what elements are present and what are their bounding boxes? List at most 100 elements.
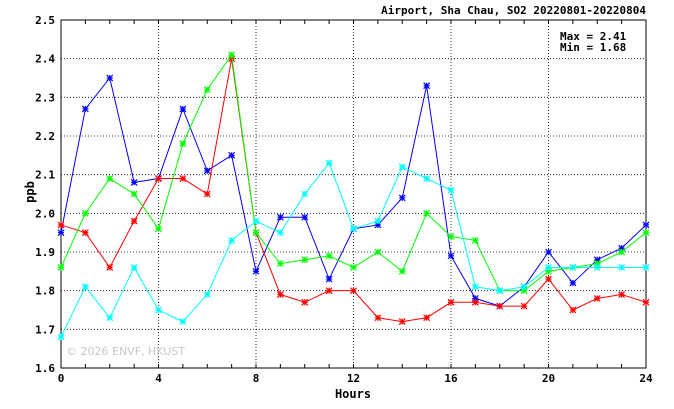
series-2-point (423, 314, 431, 322)
series-3-point (203, 86, 211, 94)
series-1-point (252, 267, 260, 275)
series-4-point (179, 318, 187, 326)
chart-title: Airport, Sha Chau, SO2 20220801-20220804 (381, 4, 646, 17)
y-tick-label: 1.8 (35, 285, 55, 298)
series-2-point (618, 291, 626, 298)
series-3-point (423, 209, 431, 217)
x-tick-label: 20 (542, 372, 555, 385)
y-tick-label: 2.5 (35, 14, 55, 27)
series-1-point (130, 178, 138, 186)
series-2-point (447, 298, 455, 306)
y-tick-label: 1.6 (35, 362, 55, 375)
y-tick-label: 2.2 (35, 130, 55, 143)
series-1-point (545, 248, 552, 256)
series-3-point (325, 252, 333, 260)
series-2-point (276, 291, 284, 298)
series-1-point (325, 275, 333, 283)
series-line-3 (60, 53, 647, 292)
series-4-point (276, 229, 284, 237)
y-axis-label: ppb (23, 181, 37, 203)
series-4-point (155, 306, 162, 314)
series-4-point (471, 283, 479, 291)
x-tick-label: 0 (58, 372, 65, 385)
series-2-point (179, 175, 187, 182)
series-2-point (81, 229, 89, 237)
series-line-4 (60, 162, 646, 338)
series-4-point (203, 291, 211, 298)
series-3-point (179, 140, 187, 148)
series-4-point (350, 225, 357, 233)
y-tick-label: 2.1 (35, 169, 55, 182)
series-4-point (423, 175, 431, 182)
series-4-point (325, 159, 333, 167)
series-3-point (374, 248, 382, 256)
x-tick-label: 8 (253, 372, 260, 385)
series-4-point (130, 264, 138, 271)
series-1-point (81, 105, 89, 113)
series-2-point (569, 306, 577, 314)
y-tick-label: 1.9 (35, 246, 55, 259)
series-2-point (325, 287, 333, 295)
grid-lines (61, 20, 646, 368)
series-3-point (81, 209, 89, 217)
series-3-point (276, 260, 284, 268)
series-2-point (57, 221, 65, 229)
series-4-point (301, 190, 309, 198)
y-tick-label: 2.0 (35, 207, 55, 220)
series-4-point (81, 283, 89, 291)
min-label: Min = 1.68 (560, 41, 626, 54)
series-line-1 (60, 76, 647, 307)
series-4-point (618, 264, 626, 271)
series-4-point (593, 264, 601, 271)
series-3-point (252, 229, 260, 237)
series-2-point (374, 314, 382, 322)
series-3-point (57, 264, 65, 271)
series-1-point (301, 213, 309, 221)
x-tick-label: 16 (444, 372, 458, 385)
series-1-point (106, 74, 114, 82)
series-4-point (252, 217, 260, 225)
series-3-point (106, 175, 114, 182)
series-2-point (106, 264, 114, 271)
series-4-point (520, 283, 528, 291)
axis-ticks: 0 4 8 12 16 20 24 1.6 1.7 1.8 1.9 2.0 2.1 2.2 2.3 2.4 2.… (35, 14, 653, 385)
series-3-point (447, 233, 455, 240)
series-4-point (228, 236, 236, 244)
series-2-point (203, 190, 211, 198)
series-1-point (57, 229, 65, 237)
x-tick-label: 12 (347, 372, 360, 385)
series-3-point (471, 236, 479, 244)
x-tick-label: 24 (639, 372, 653, 385)
series-3-point (642, 229, 650, 237)
series-2-point (593, 294, 601, 302)
series-2-point (471, 298, 479, 306)
series-2-point (155, 175, 162, 182)
series-2-point (130, 217, 138, 225)
series-1-point (569, 279, 577, 287)
series-1-point (276, 213, 284, 221)
series-4-point (398, 163, 406, 171)
watermark: © 2026 ENVF, HKUST (66, 345, 185, 358)
series-2-point (642, 298, 650, 306)
series-4-point (569, 264, 577, 271)
series-1-point (179, 105, 187, 113)
y-tick-label: 2.3 (35, 91, 55, 104)
series-1-point (228, 151, 236, 159)
x-tick-label: 4 (155, 372, 162, 385)
x-axis-label: Hours (335, 387, 371, 401)
series-2-point (350, 287, 357, 295)
series-3-point (130, 190, 138, 198)
series-3-point (398, 267, 406, 275)
series-1-point (642, 221, 650, 229)
series-3-point (228, 51, 236, 59)
max-label: Max = 2.41 (560, 30, 627, 43)
series-1-point (398, 194, 406, 202)
series-2-point (496, 302, 504, 310)
series-1-point (203, 167, 211, 175)
series-lines (57, 51, 650, 341)
series-4-point (545, 264, 552, 271)
series-3-point (618, 248, 626, 256)
series-3-point (301, 256, 309, 264)
series-3-point (155, 225, 162, 233)
